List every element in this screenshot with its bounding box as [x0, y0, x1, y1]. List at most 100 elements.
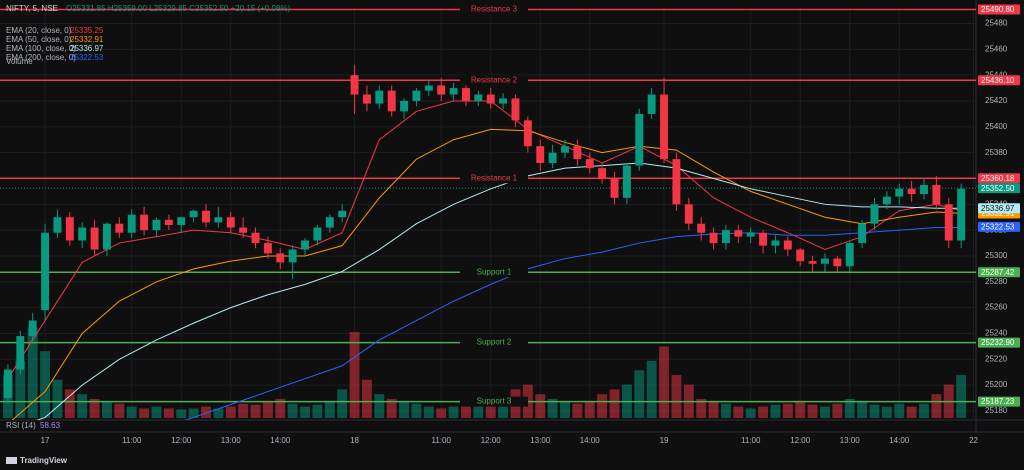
- volume-bar: [881, 406, 892, 418]
- candle-body: [338, 210, 347, 218]
- x-tick-label: 14:00: [270, 436, 291, 445]
- candle-body: [387, 90, 396, 112]
- candle-body: [177, 217, 186, 225]
- volume-bar: [15, 360, 26, 418]
- candle-body: [102, 223, 111, 250]
- candle-body: [202, 210, 210, 223]
- volume-bar: [869, 404, 880, 418]
- candle-body: [573, 146, 582, 160]
- price-tag: [978, 173, 1020, 184]
- candle-body: [746, 232, 755, 237]
- volume-bar: [671, 375, 682, 418]
- x-tick-label: 22: [969, 436, 978, 445]
- candle-body: [251, 232, 260, 244]
- volume-bar: [163, 408, 174, 418]
- candle-body: [821, 258, 829, 264]
- candle-body: [3, 369, 12, 399]
- volume-bar: [770, 404, 781, 418]
- rsi-value: 58.63: [40, 421, 61, 430]
- volume-bar: [659, 346, 669, 418]
- candle-body: [635, 113, 644, 166]
- candle-body: [895, 188, 904, 197]
- candle-body: [536, 146, 545, 163]
- candle-body: [845, 243, 854, 267]
- candle-body: [870, 204, 879, 224]
- volume-bar: [225, 406, 236, 418]
- ema-line: [11, 128, 962, 420]
- level-label-bg: [460, 173, 528, 184]
- volume-bar: [844, 398, 855, 418]
- candle-body: [41, 232, 50, 311]
- candle-body: [585, 159, 594, 169]
- price-tag: [978, 337, 1020, 348]
- level-name: Resistance 1: [471, 173, 518, 182]
- candle-body: [313, 227, 322, 241]
- y-tick-label: 25180: [985, 406, 1008, 415]
- volume-bar: [584, 400, 595, 418]
- volume-bar: [782, 403, 793, 418]
- volume-bar: [374, 394, 385, 418]
- candle-body: [759, 232, 768, 246]
- candle-body: [622, 165, 631, 198]
- volume-bar: [324, 400, 335, 418]
- candle-body: [474, 94, 483, 101]
- candle-body: [400, 100, 409, 112]
- x-tick-label: 11:00: [431, 436, 451, 445]
- price-tag: [978, 203, 1020, 214]
- logo: [6, 457, 17, 464]
- candle-body: [412, 90, 421, 101]
- volume-bar: [547, 398, 558, 418]
- ema-name: EMA (50, close, 0): [6, 35, 72, 44]
- candle-body: [957, 188, 966, 241]
- volume-bar: [498, 398, 509, 418]
- price-tag-label: 25187.23: [981, 397, 1015, 406]
- price-tag-label: 25360.18: [981, 174, 1015, 183]
- volume-bar: [361, 379, 372, 418]
- candle-body: [239, 227, 248, 233]
- ema-line: [36, 162, 962, 420]
- y-tick-label: 25260: [985, 303, 1008, 312]
- volume-bar: [201, 406, 211, 418]
- candle-body: [28, 320, 37, 337]
- candle-body: [16, 336, 25, 370]
- price-tag-label: 25352.50: [981, 184, 1015, 193]
- y-tick-label: 25280: [985, 277, 1008, 286]
- volume-bar: [411, 403, 422, 418]
- volume-bar: [312, 404, 323, 418]
- y-tick-label: 25420: [985, 96, 1008, 105]
- candle-body: [523, 120, 532, 147]
- y-tick-label: 25240: [985, 329, 1008, 338]
- volume-bar: [956, 375, 967, 418]
- level-label-bg: [460, 337, 528, 348]
- volume-bar: [473, 403, 484, 418]
- volume-bar: [535, 394, 546, 418]
- volume-bar: [423, 406, 434, 418]
- candle-body: [214, 217, 223, 223]
- ema-name: EMA (200, close, 0): [6, 53, 76, 62]
- volume-bar: [485, 406, 496, 418]
- candle-body: [486, 94, 495, 104]
- volume-bar: [40, 351, 51, 418]
- candle-body: [796, 249, 805, 262]
- price-tag: [978, 183, 1020, 194]
- volume-bar: [906, 406, 917, 418]
- level-name: Resistance 2: [471, 75, 518, 84]
- volume-label: Volume: [6, 57, 33, 66]
- volume-bar: [560, 400, 570, 418]
- x-tick-label: 19: [660, 436, 669, 445]
- candle-body: [561, 146, 569, 153]
- candle-body: [152, 219, 161, 231]
- candle-body: [499, 98, 508, 104]
- level-label-bg: [460, 75, 528, 86]
- volume-bar: [931, 394, 942, 418]
- volume-bar: [287, 403, 298, 418]
- brand: TradingView: [20, 456, 68, 465]
- legend-ohlc: O25331.85 H25359.00 L25329.85 C25352.50 …: [66, 4, 291, 13]
- volume-bar: [609, 389, 620, 418]
- candle-body: [115, 223, 124, 233]
- candle-body: [437, 85, 446, 95]
- candle-body: [660, 94, 668, 160]
- candle-body: [684, 204, 693, 224]
- candle-body: [226, 217, 235, 228]
- candle-body: [164, 219, 173, 225]
